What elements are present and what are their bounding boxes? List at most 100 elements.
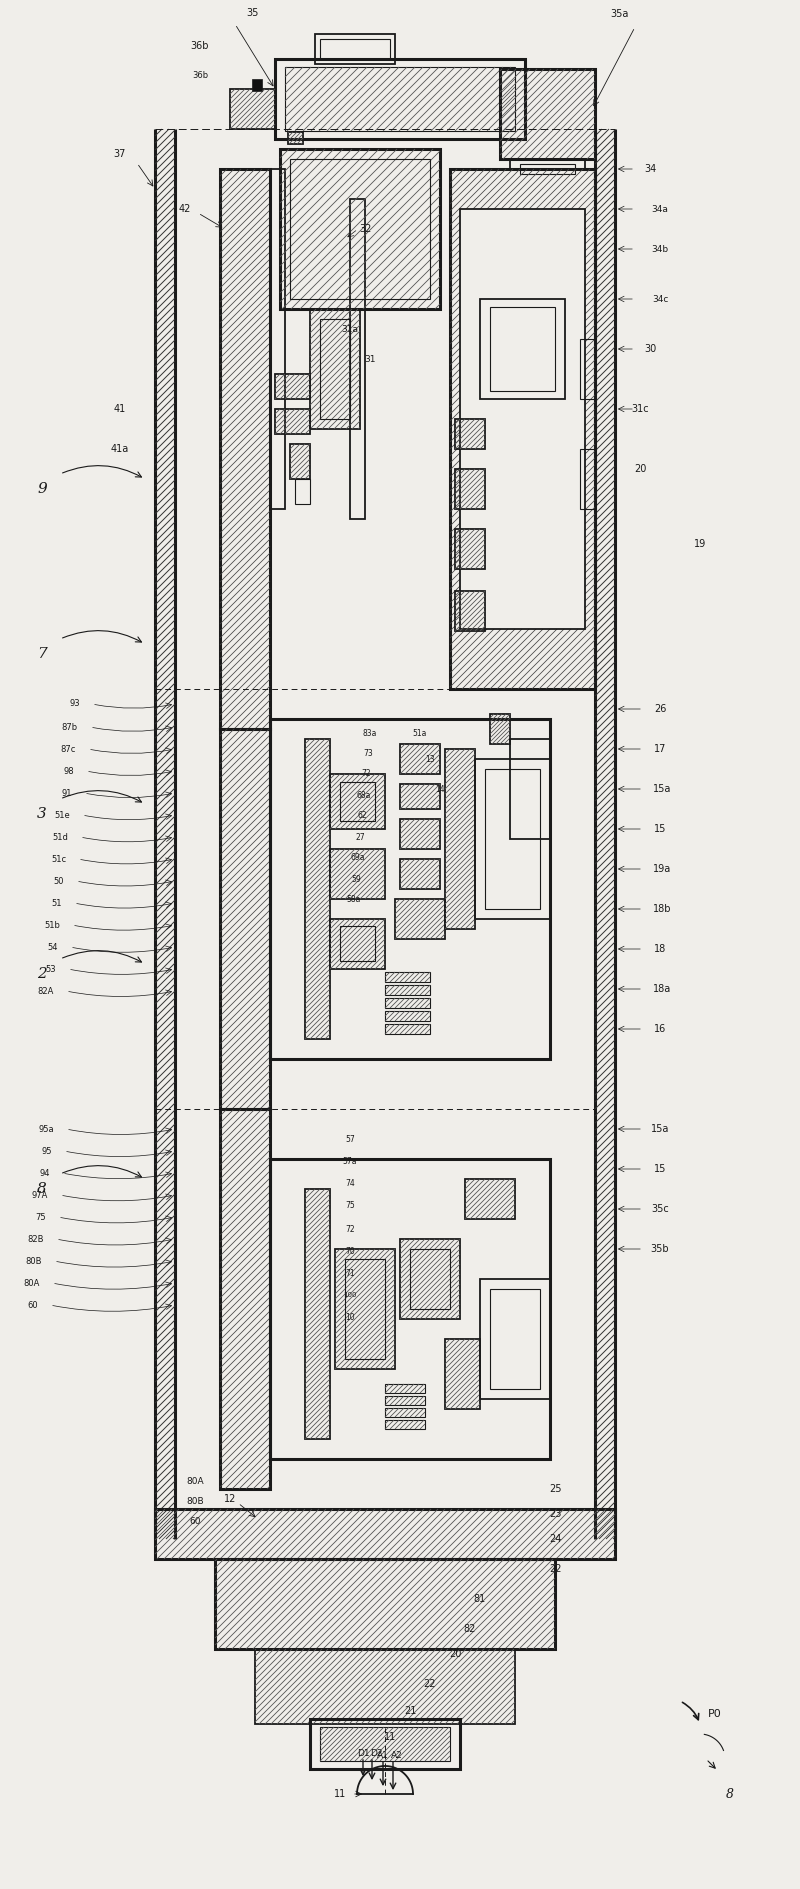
Bar (455, 529, 485, 569)
Bar (315, 34, 395, 64)
Text: 19: 19 (694, 538, 706, 550)
Bar (385, 984, 430, 996)
Bar (320, 1727, 450, 1761)
Text: 34a: 34a (651, 204, 669, 213)
Bar (255, 1649, 515, 1725)
Text: 24: 24 (549, 1534, 561, 1543)
Text: 8: 8 (37, 1183, 47, 1196)
Text: 13: 13 (425, 754, 435, 763)
Text: 95a: 95a (38, 1124, 54, 1133)
Text: 100: 100 (343, 1292, 357, 1298)
Text: 98: 98 (63, 767, 74, 776)
Bar (230, 89, 275, 128)
Text: 94: 94 (39, 1169, 50, 1177)
Text: 91: 91 (62, 788, 72, 797)
Text: 41: 41 (114, 404, 126, 414)
Text: 51b: 51b (44, 920, 60, 929)
Text: 26: 26 (654, 705, 666, 714)
Bar (252, 79, 262, 91)
Text: 7: 7 (37, 648, 47, 661)
Text: 11: 11 (384, 1732, 396, 1742)
Bar (330, 774, 385, 829)
Text: 87c: 87c (61, 744, 76, 754)
Text: 57a: 57a (342, 1156, 358, 1166)
Text: 68a: 68a (357, 790, 371, 799)
Text: 35a: 35a (610, 9, 628, 19)
Text: 15a: 15a (651, 1124, 669, 1133)
Bar (580, 450, 595, 508)
Bar (520, 164, 575, 174)
Text: 51a: 51a (413, 729, 427, 739)
Text: 72: 72 (361, 769, 371, 778)
Bar (400, 784, 440, 808)
Bar (320, 319, 350, 419)
Text: 73: 73 (363, 750, 373, 759)
Bar (275, 410, 310, 434)
Bar (290, 444, 310, 480)
Text: 51e: 51e (54, 810, 70, 820)
Text: 10: 10 (345, 1313, 355, 1322)
Bar (455, 591, 485, 631)
Bar (500, 70, 595, 159)
Bar (330, 920, 385, 969)
Text: 60: 60 (190, 1517, 201, 1526)
Text: 72: 72 (345, 1224, 355, 1234)
Text: 57: 57 (345, 1135, 355, 1143)
Bar (490, 714, 510, 744)
Bar (400, 820, 440, 848)
Text: 69a: 69a (350, 854, 366, 863)
Text: 15: 15 (654, 1164, 666, 1173)
Text: 18b: 18b (653, 905, 671, 914)
Text: 17: 17 (654, 744, 666, 754)
Text: 42: 42 (179, 204, 191, 213)
Text: 35c: 35c (651, 1203, 669, 1215)
Bar (475, 759, 550, 920)
Text: 51d: 51d (52, 833, 68, 841)
Text: 37: 37 (114, 149, 126, 159)
Text: 32: 32 (359, 225, 371, 234)
Bar (340, 926, 375, 962)
Text: 75: 75 (345, 1201, 355, 1209)
Text: 58a: 58a (347, 895, 361, 905)
Text: 36b: 36b (190, 42, 210, 51)
Text: 25: 25 (549, 1485, 562, 1494)
Text: 9: 9 (37, 482, 47, 497)
Bar (480, 1279, 550, 1400)
Text: 80A: 80A (186, 1477, 204, 1485)
Bar (385, 973, 430, 982)
Bar (350, 198, 365, 519)
Bar (445, 750, 475, 929)
Text: 19a: 19a (653, 863, 671, 875)
Bar (275, 374, 310, 399)
Text: 14: 14 (435, 784, 445, 793)
Text: 41a: 41a (111, 444, 129, 453)
Bar (330, 848, 385, 899)
Bar (400, 859, 440, 890)
Bar (490, 308, 555, 391)
Text: 31c: 31c (631, 404, 649, 414)
Bar (450, 168, 595, 689)
Bar (460, 210, 585, 629)
Text: A1: A1 (377, 1751, 389, 1761)
Text: 70: 70 (345, 1247, 355, 1256)
Text: D2: D2 (370, 1749, 382, 1757)
Text: 34: 34 (644, 164, 656, 174)
Text: 80A: 80A (24, 1279, 40, 1288)
Text: 83a: 83a (363, 729, 377, 739)
Text: 22: 22 (424, 1679, 436, 1689)
Bar (455, 419, 485, 450)
Bar (580, 338, 595, 399)
Text: D1: D1 (357, 1749, 370, 1757)
Bar (220, 1109, 270, 1489)
Text: 16: 16 (654, 1024, 666, 1033)
Text: 62: 62 (357, 812, 367, 820)
Text: 23: 23 (549, 1509, 561, 1519)
Text: 87b: 87b (62, 722, 78, 731)
Text: 93: 93 (70, 699, 80, 708)
Bar (335, 1249, 395, 1370)
Text: 20: 20 (634, 465, 646, 474)
Bar (270, 168, 285, 508)
Text: 12: 12 (224, 1494, 236, 1504)
Text: P0: P0 (708, 1710, 722, 1719)
Bar (270, 720, 550, 1060)
